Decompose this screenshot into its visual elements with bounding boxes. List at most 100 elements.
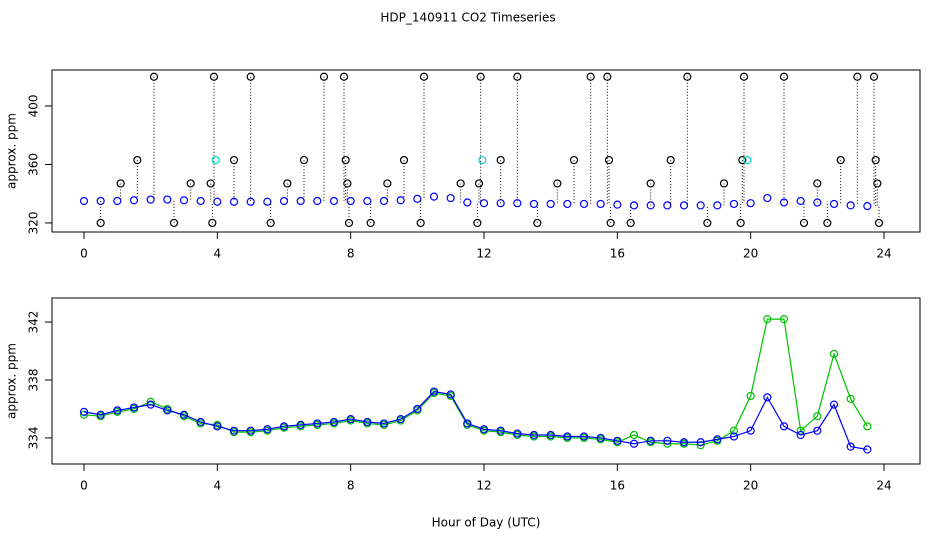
plot-frame bbox=[51, 297, 921, 465]
point bbox=[829, 199, 839, 209]
point bbox=[606, 218, 615, 228]
point bbox=[473, 218, 482, 228]
point bbox=[463, 198, 472, 207]
point bbox=[246, 197, 255, 206]
point bbox=[396, 414, 405, 424]
point bbox=[513, 72, 522, 81]
y-tick-label: 360 bbox=[27, 153, 41, 176]
point bbox=[213, 422, 222, 431]
point bbox=[613, 200, 622, 209]
point bbox=[329, 196, 339, 206]
point bbox=[813, 412, 822, 421]
point bbox=[746, 391, 755, 401]
point bbox=[299, 155, 309, 165]
point bbox=[663, 436, 672, 445]
point bbox=[496, 155, 505, 165]
x-tick-label: 24 bbox=[876, 479, 891, 493]
point bbox=[213, 197, 222, 206]
point bbox=[149, 72, 159, 81]
point bbox=[779, 422, 789, 431]
point bbox=[79, 407, 89, 416]
point bbox=[736, 218, 745, 228]
x-tick-label: 12 bbox=[476, 479, 491, 493]
point bbox=[604, 155, 614, 165]
point bbox=[696, 438, 705, 447]
point bbox=[869, 72, 879, 81]
point bbox=[263, 425, 272, 434]
point bbox=[629, 439, 639, 448]
chart-title: HDP_140911 CO2 Timeseries bbox=[380, 11, 555, 25]
point bbox=[563, 199, 572, 209]
point bbox=[629, 430, 639, 440]
point bbox=[679, 438, 689, 447]
y-axis-label: approx. ppm bbox=[5, 343, 19, 419]
point bbox=[413, 404, 422, 414]
point bbox=[853, 72, 862, 81]
x-tick-label: 4 bbox=[214, 479, 222, 493]
y-tick-label: 334 bbox=[27, 426, 41, 449]
point bbox=[146, 400, 155, 409]
point bbox=[823, 218, 832, 228]
point bbox=[779, 198, 789, 207]
point bbox=[586, 72, 595, 81]
x-tick-label: 12 bbox=[476, 247, 491, 261]
point bbox=[696, 201, 705, 210]
point bbox=[116, 179, 125, 188]
point bbox=[666, 155, 675, 165]
x-tick-label: 20 bbox=[743, 247, 758, 261]
point bbox=[96, 410, 105, 419]
point bbox=[339, 72, 349, 81]
point bbox=[796, 430, 805, 440]
point bbox=[113, 196, 122, 206]
point bbox=[646, 436, 655, 445]
point bbox=[363, 417, 372, 427]
point bbox=[779, 72, 789, 81]
point bbox=[863, 445, 872, 454]
point bbox=[456, 179, 465, 188]
point bbox=[513, 429, 522, 438]
point bbox=[813, 179, 822, 188]
point bbox=[796, 426, 805, 435]
point bbox=[313, 419, 322, 428]
y-tick-label: 338 bbox=[27, 369, 41, 392]
point bbox=[874, 218, 884, 228]
point bbox=[208, 218, 217, 228]
plot-frame bbox=[51, 69, 921, 233]
point bbox=[496, 426, 505, 435]
point bbox=[813, 426, 822, 435]
point bbox=[129, 196, 139, 205]
point bbox=[463, 419, 472, 428]
point bbox=[296, 196, 305, 206]
point bbox=[603, 72, 612, 81]
point bbox=[346, 414, 355, 424]
point bbox=[429, 192, 439, 201]
point bbox=[279, 196, 289, 206]
point bbox=[263, 197, 272, 206]
point bbox=[346, 196, 355, 206]
point bbox=[283, 179, 292, 188]
point bbox=[229, 426, 239, 435]
point bbox=[846, 442, 855, 451]
point bbox=[533, 218, 542, 228]
point bbox=[476, 72, 485, 81]
point bbox=[663, 201, 672, 210]
point bbox=[738, 155, 747, 165]
point bbox=[329, 417, 339, 427]
point bbox=[379, 419, 389, 428]
point bbox=[446, 390, 455, 399]
point bbox=[479, 425, 489, 434]
point bbox=[211, 155, 220, 165]
point bbox=[719, 179, 729, 188]
point bbox=[474, 179, 484, 188]
point bbox=[363, 196, 372, 206]
point bbox=[163, 406, 172, 415]
point bbox=[713, 201, 722, 210]
point bbox=[429, 387, 439, 396]
point bbox=[613, 436, 622, 445]
point bbox=[416, 218, 425, 228]
point bbox=[246, 72, 255, 81]
y-axis-label: approx. ppm bbox=[5, 113, 19, 189]
x-tick-label: 8 bbox=[347, 247, 355, 261]
point bbox=[746, 199, 755, 208]
point bbox=[246, 426, 255, 435]
